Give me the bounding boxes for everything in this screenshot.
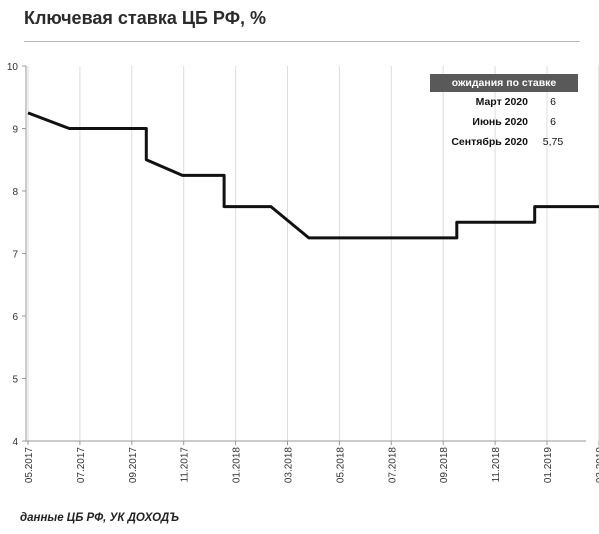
x-tick-label: 11.2017	[180, 447, 191, 483]
expectation-month: Март 2020	[475, 96, 528, 108]
expectation-value: 5,75	[542, 136, 564, 148]
x-tick-label: 05.2018	[335, 447, 346, 484]
data-source-note: данные ЦБ РФ, УК ДОХОДЪ	[20, 512, 180, 524]
x-tick-label: 03.2018	[284, 447, 295, 484]
y-tick-label: 4	[12, 437, 18, 448]
x-tick-label: 03.2019	[595, 447, 599, 484]
x-tick-label: 09.2018	[439, 447, 450, 484]
x-tick-label: 05.2017	[24, 447, 35, 484]
x-tick-label: 01.2019	[543, 447, 554, 484]
y-tick-label: 5	[12, 375, 18, 386]
expectation-month: Июнь 2020	[472, 116, 528, 128]
y-tick-label: 8	[12, 187, 18, 198]
expectations-header: ожидания по ставке	[430, 74, 578, 92]
title-divider	[24, 41, 580, 42]
axes: 05.2017 07.2017 09.2017 11.2017 01.2018 03.20…	[7, 62, 599, 483]
expectations-row: Июнь 2020 6	[430, 112, 578, 132]
expectation-value: 6	[550, 96, 556, 108]
expectation-month: Сентябрь 2020	[451, 136, 528, 148]
expectations-row: Сентябрь 2020 5,75	[430, 132, 578, 152]
y-tick-label: 10	[7, 62, 19, 73]
rate-line	[27, 111, 599, 240]
expectation-value: 6	[550, 116, 556, 128]
chart-title: Ключевая ставка ЦБ РФ, %	[24, 8, 267, 28]
x-tick-label: 07.2018	[387, 447, 398, 484]
x-tick-label: 07.2017	[76, 447, 87, 484]
y-tick-label: 6	[12, 312, 18, 323]
expectations-row: Март 2020 6	[430, 92, 578, 112]
series-lines	[27, 111, 599, 240]
y-tick-label: 9	[12, 125, 18, 136]
x-tick-label: 01.2018	[232, 447, 243, 484]
x-tick-label: 09.2017	[128, 447, 139, 484]
expectations-table: ожидания по ставке Март 2020 6 Июнь 2020…	[430, 74, 578, 152]
y-tick-label: 7	[12, 250, 18, 261]
x-tick-label: 11.2018	[491, 447, 502, 483]
